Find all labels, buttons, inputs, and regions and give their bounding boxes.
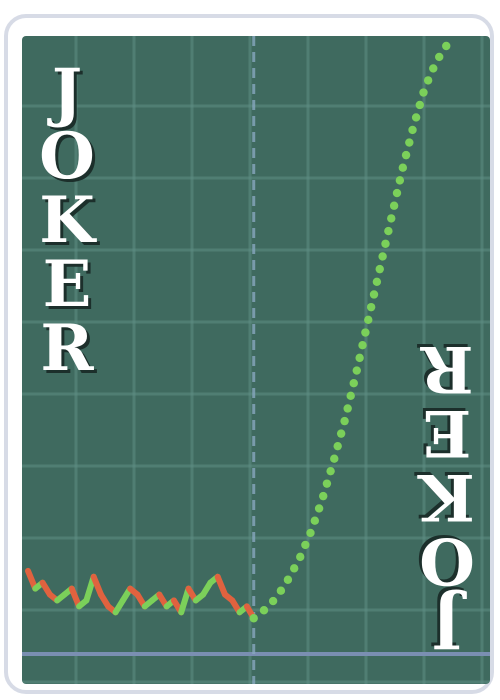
projection-dot <box>387 214 395 222</box>
projection-dot <box>367 303 375 311</box>
projection-dot <box>424 76 432 84</box>
joker-label-top: J O K E R <box>32 61 102 381</box>
projection-dot <box>290 564 298 572</box>
projection-dot <box>378 252 386 260</box>
projection-dot <box>364 316 372 324</box>
projection-dot <box>358 341 366 349</box>
projection-dot <box>277 586 285 594</box>
projection-dot <box>412 113 420 121</box>
projection-dot <box>350 379 358 387</box>
projection-dot <box>429 64 437 72</box>
projection-dot <box>355 354 363 362</box>
projection-dot <box>284 576 292 584</box>
projection-dot <box>373 278 381 286</box>
joker-card[interactable]: J O K E R J O K E R <box>4 14 494 694</box>
projection-dot <box>370 290 378 298</box>
projection-dot <box>402 151 410 159</box>
projection-dot <box>296 553 304 561</box>
projection-dot <box>269 597 277 605</box>
projection-dot <box>435 53 443 61</box>
projection-dot <box>315 504 323 512</box>
projection-dot <box>353 366 361 374</box>
projection-dot <box>405 138 413 146</box>
joker-label-bottom: J O K E R <box>412 336 482 656</box>
projection-dot <box>333 442 341 450</box>
projection-dot <box>319 492 327 500</box>
projection-dot <box>301 541 309 549</box>
projection-dot <box>250 614 258 622</box>
projection-dot <box>330 455 338 463</box>
projection-dot <box>347 392 355 400</box>
joker-letter: J <box>32 61 102 125</box>
projection-dot <box>408 126 416 134</box>
projection-dot <box>390 202 398 210</box>
projection-dot <box>340 417 348 425</box>
projection-dot <box>337 429 345 437</box>
joker-letter: J <box>412 592 482 656</box>
projection-dot <box>381 240 389 248</box>
projection-dot <box>416 101 424 109</box>
card-face: J O K E R J O K E R <box>22 36 490 684</box>
projection-dot <box>260 606 268 614</box>
projection-dot <box>384 227 392 235</box>
joker-letter: R <box>412 336 482 400</box>
projection-dot <box>376 265 384 273</box>
projection-dot <box>326 467 334 475</box>
joker-letter: K <box>32 189 102 253</box>
projection-dot <box>311 517 319 525</box>
joker-letter: E <box>32 253 102 317</box>
projection-dot <box>361 328 369 336</box>
projection-dot <box>343 404 351 412</box>
projection-dot <box>399 164 407 172</box>
projection-dot <box>442 42 450 50</box>
joker-letter: K <box>412 464 482 528</box>
projection-dot <box>393 189 401 197</box>
projection-dot <box>323 479 331 487</box>
joker-letter: E <box>412 400 482 464</box>
joker-letter: R <box>32 317 102 381</box>
joker-letter: O <box>412 528 482 592</box>
projection-dot <box>306 529 314 537</box>
joker-letter: O <box>32 125 102 189</box>
projection-dot <box>396 176 404 184</box>
projection-dot <box>419 88 427 96</box>
